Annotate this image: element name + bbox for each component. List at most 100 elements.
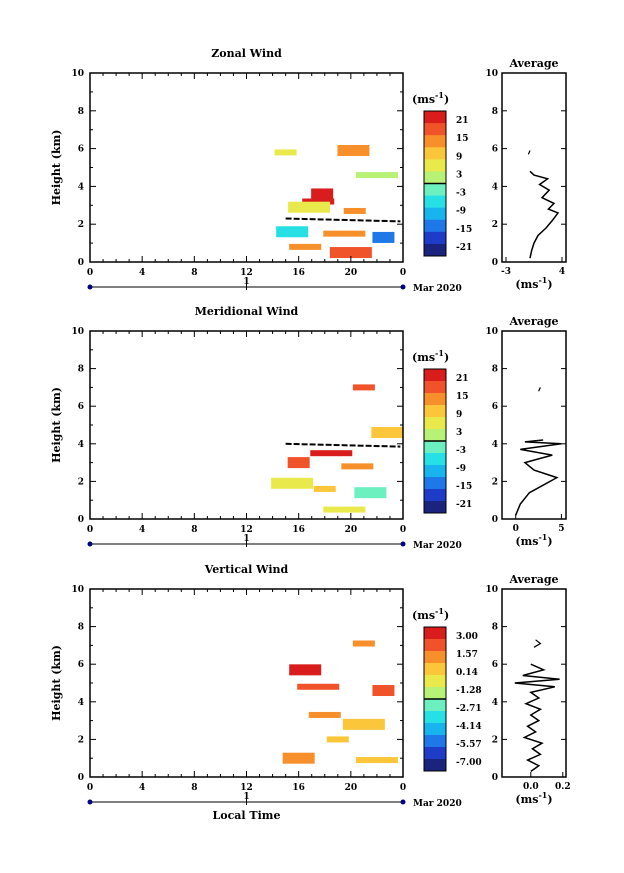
average-x-label-close: ) <box>547 793 552 806</box>
colorbar-tick-label: 3 <box>456 428 462 438</box>
colorbar-tick-label: 0.14 <box>456 668 478 678</box>
data-cell <box>372 231 395 243</box>
data-cell <box>342 718 385 730</box>
average-frame <box>501 588 567 778</box>
x-tick-label: 8 <box>191 783 197 793</box>
data-cell <box>341 463 374 470</box>
data-cell <box>323 506 366 513</box>
data-cell <box>289 664 322 676</box>
data-cell <box>371 427 404 439</box>
date-label: Mar 2020 <box>413 284 462 294</box>
average-x-label-close: ) <box>547 535 552 548</box>
colorbar-segment <box>424 711 446 724</box>
average-x-label-text: (ms <box>515 793 538 806</box>
average-profile-line <box>514 663 560 773</box>
contour-line <box>285 442 401 448</box>
average-y-tick-label: 6 <box>492 145 498 155</box>
colorbar-segment <box>424 393 446 406</box>
colorbar-segment <box>424 369 446 382</box>
x-tick-label: 0 <box>87 525 93 535</box>
colorbar-tick-label: 15 <box>456 134 469 144</box>
x-tick-label: 8 <box>191 268 197 278</box>
average-x-label-text: (ms <box>515 535 538 548</box>
average-frame <box>501 72 567 263</box>
data-cell <box>310 450 353 457</box>
colorbar-tick-label: -2.71 <box>456 704 482 714</box>
average-y-tick-label: 10 <box>485 69 498 79</box>
colorbar-tick-label: 21 <box>456 116 469 126</box>
x-tick-label: 16 <box>292 783 305 793</box>
data-cell <box>311 188 334 200</box>
average-profile-line <box>538 387 541 392</box>
colorbar-tick-label: -1.28 <box>456 686 482 696</box>
colorbar-tick-label: 9 <box>456 410 462 420</box>
average-panel: Average 0 2 4 6 8 10 0 5 (ms-1) <box>485 315 567 548</box>
colorbar-tick-label: 3 <box>456 170 462 180</box>
data-cell <box>302 198 335 205</box>
y-tick-label: 10 <box>71 327 84 337</box>
colorbar-segment <box>424 663 446 676</box>
y-tick-label: 10 <box>71 585 84 595</box>
data-cell <box>355 172 398 179</box>
x-tick-label: 20 <box>345 525 358 535</box>
colorbar-segment <box>424 405 446 418</box>
y-tick-label: 4 <box>78 440 84 450</box>
colorbar-segment <box>424 171 446 184</box>
colorbar-tick-label: -15 <box>456 482 472 492</box>
y-axis-label: Height (km) <box>50 130 63 206</box>
colorbar-segment <box>424 183 446 197</box>
colorbar-segment <box>424 501 446 514</box>
colorbar-segment <box>424 477 446 490</box>
colorbar-segment <box>424 735 446 748</box>
average-x-tick-label: 0.2 <box>555 782 571 792</box>
colorbar-segment <box>424 759 446 772</box>
data-cell <box>274 149 297 156</box>
y-tick-label: 2 <box>78 735 84 745</box>
average-y-tick-label: 4 <box>492 440 498 450</box>
colorbar-tick-label: -3 <box>456 446 466 456</box>
average-frame <box>501 330 567 520</box>
average-x-label: (ms-1) <box>515 532 552 548</box>
average-y-tick-label: 0 <box>492 515 498 525</box>
colorbar-tick-label: 21 <box>456 374 469 384</box>
x-tick-label: 4 <box>139 525 145 535</box>
colorbar-tick-label: -21 <box>456 500 472 510</box>
x-tick-label: 8 <box>191 525 197 535</box>
colorbar-segment <box>424 465 446 478</box>
colorbar-tick-label: 15 <box>456 392 469 402</box>
y-axis-label: Height (km) <box>50 645 63 721</box>
data-cell <box>308 711 341 718</box>
x-tick-label: 0 <box>87 268 93 278</box>
average-x-tick-label: 0 <box>513 524 519 534</box>
colorbar-unit: (ms-1) <box>412 90 449 106</box>
average-profile-line <box>527 150 531 155</box>
x-tick-label: 0 <box>400 268 406 278</box>
colorbar-segment <box>424 207 446 221</box>
x-tick-label: 0 <box>87 783 93 793</box>
data-cell <box>297 683 340 690</box>
colorbar-segment <box>424 195 446 209</box>
colorbar-tick-label: -9 <box>456 207 466 217</box>
colorbar-unit-close: ) <box>444 93 449 106</box>
average-y-tick-label: 10 <box>485 585 498 595</box>
average-x-label-sup: -1 <box>538 532 547 542</box>
y-tick-label: 4 <box>78 182 84 192</box>
colorbar-segment <box>424 123 446 136</box>
data-cell <box>323 230 366 237</box>
y-tick-label: 8 <box>78 623 84 633</box>
colorbar-segment <box>424 639 446 652</box>
average-y-tick-label: 0 <box>492 773 498 783</box>
date-marker: 1 <box>243 277 249 287</box>
date-bar-end <box>400 541 406 547</box>
colorbar-segment <box>424 135 446 148</box>
average-title: Average <box>508 573 558 586</box>
x-tick-label: 12 <box>240 268 253 278</box>
average-x-label-sup: -1 <box>538 275 547 285</box>
colorbar-segment <box>424 699 446 712</box>
y-tick-label: 10 <box>71 69 84 79</box>
x-tick-label: 4 <box>139 268 145 278</box>
date-label: Mar 2020 <box>413 799 462 809</box>
data-cell <box>352 640 375 647</box>
